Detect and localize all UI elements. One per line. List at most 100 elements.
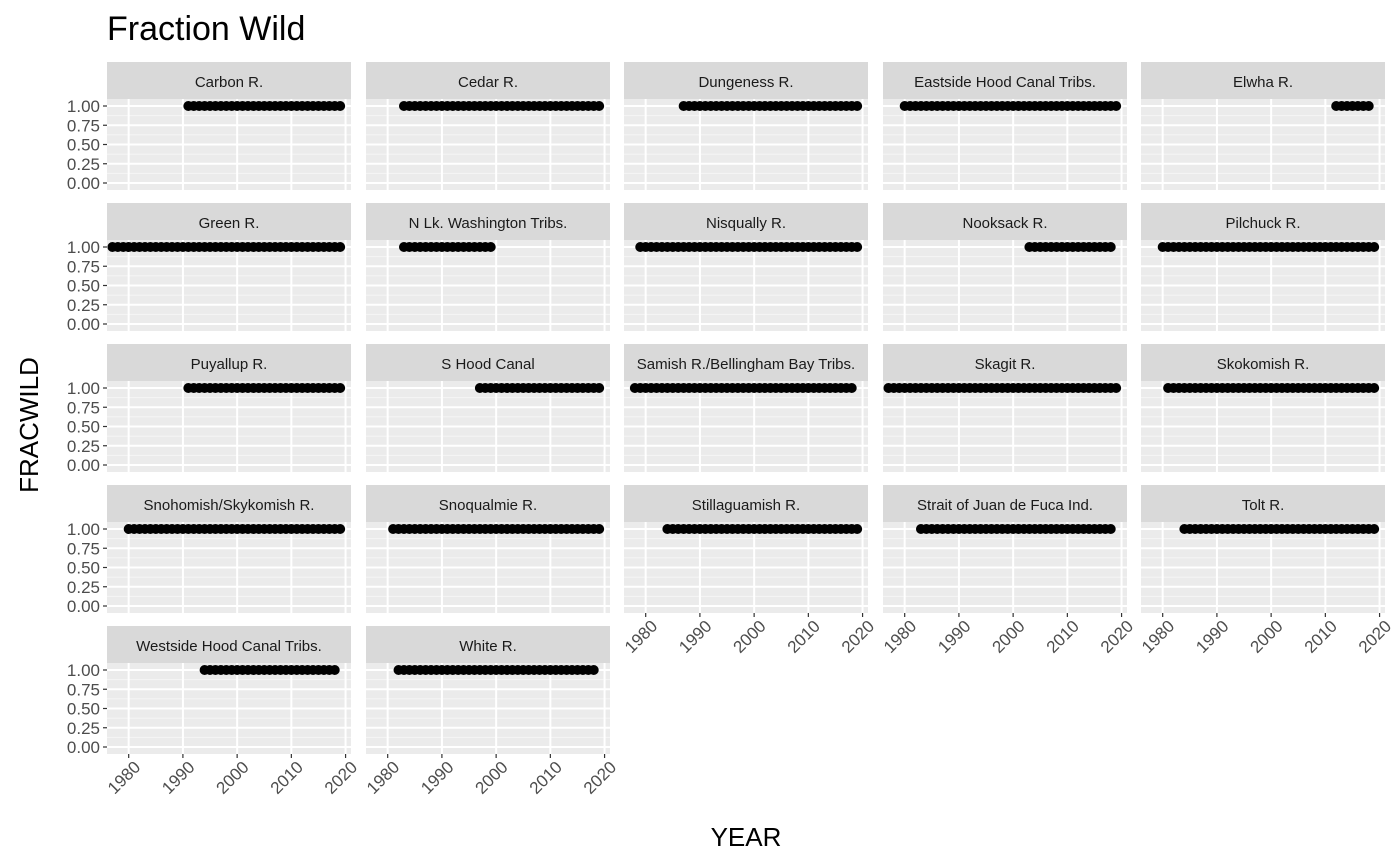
- y-tick-label: 0.75: [67, 398, 100, 417]
- y-tick-label: 0.50: [67, 418, 100, 437]
- facet-strip-label: Dungeness R.: [698, 74, 793, 91]
- facet-panel-snohomish-skykomish-r: Snohomish/Skykomish R. 0.000.250.500.751.…: [67, 485, 351, 616]
- facet-strip: [883, 485, 1127, 522]
- x-tick-label: 1990: [1192, 617, 1232, 657]
- facet-strip: [1141, 203, 1385, 240]
- data-point: [335, 242, 346, 252]
- facet-strip-label: Stillaguamish R.: [692, 497, 800, 514]
- y-tick-label: 0.25: [67, 296, 100, 315]
- facet-strip: [366, 344, 610, 381]
- y-tick-label: 0.25: [67, 719, 100, 738]
- facet-strip-label: Skagit R.: [975, 356, 1036, 373]
- facet-strip-label: Puyallup R.: [191, 356, 268, 373]
- x-tick-label: 1980: [104, 758, 144, 798]
- facet-panel-s-hood-canal: S Hood Canal: [366, 344, 610, 472]
- x-tick-label: 2020: [321, 758, 361, 798]
- y-axis-label: FRACWILD: [14, 357, 44, 493]
- facet-panel-strait-of-juan-de-fuca-ind: Strait of Juan de Fuca Ind. 1980 1990 2000 2…: [880, 485, 1137, 657]
- facet-panel-white-r: White R. 1980 1990 2000 2010 2020: [363, 626, 620, 798]
- data-point: [1111, 101, 1122, 111]
- facet-strip-label: Elwha R.: [1233, 74, 1293, 91]
- data-point: [335, 101, 346, 111]
- y-tick-label: 0.25: [67, 155, 100, 174]
- facet-panel-puyallup-r: Puyallup R. 0.000.250.500.751.00: [67, 344, 351, 475]
- facet-strip-label: Snoqualmie R.: [439, 497, 537, 514]
- y-tick-label: 0.75: [67, 116, 100, 135]
- facet-panel-skagit-r: Skagit R.: [883, 344, 1127, 472]
- facet-strip: [107, 344, 351, 381]
- facet-strip: [366, 626, 610, 663]
- facet-strip-label: Carbon R.: [195, 74, 263, 91]
- x-tick-label: 2010: [784, 617, 824, 657]
- facet-strip: [366, 485, 610, 522]
- facet-strip-label: S Hood Canal: [441, 356, 534, 373]
- y-tick-label: 1.00: [67, 520, 100, 539]
- x-axis-label: YEAR: [711, 822, 782, 852]
- x-tick-label: 2000: [730, 617, 770, 657]
- y-tick-label: 1.00: [67, 661, 100, 680]
- y-tick-label: 0.75: [67, 680, 100, 699]
- y-tick-label: 0.50: [67, 136, 100, 155]
- y-tick-label: 0.50: [67, 559, 100, 578]
- facet-panel-snoqualmie-r: Snoqualmie R.: [366, 485, 610, 613]
- data-point: [1105, 524, 1116, 534]
- data-point: [1369, 524, 1380, 534]
- facet-panel-tolt-r: Tolt R. 1980 1990 2000 2010 2020: [1138, 485, 1395, 657]
- facet-strip-label: Strait of Juan de Fuca Ind.: [917, 497, 1093, 514]
- x-tick-label: 2000: [989, 617, 1029, 657]
- facet-strip: [624, 62, 868, 99]
- facet-strip: [883, 344, 1127, 381]
- y-tick-label: 0.75: [67, 257, 100, 276]
- y-tick-label: 0.00: [67, 174, 100, 193]
- data-point: [485, 242, 496, 252]
- facet-panel-pilchuck-r: Pilchuck R.: [1141, 203, 1385, 331]
- x-tick-label: 1980: [621, 617, 661, 657]
- facet-strip: [883, 203, 1127, 240]
- data-point: [594, 101, 605, 111]
- facet-panel-eastside-hood-canal-tribs: Eastside Hood Canal Tribs.: [883, 62, 1127, 190]
- facet-panel-dungeness-r: Dungeness R.: [624, 62, 868, 190]
- data-point: [1105, 242, 1116, 252]
- x-tick-label: 1980: [1138, 617, 1178, 657]
- facet-strip: [1141, 344, 1385, 381]
- y-tick-label: 1.00: [67, 238, 100, 257]
- facet-strip: [624, 344, 868, 381]
- data-point: [852, 242, 863, 252]
- data-point: [1369, 383, 1380, 393]
- facet-strip: [1141, 62, 1385, 99]
- facet-strip: [624, 203, 868, 240]
- facet-strip-label: Westside Hood Canal Tribs.: [136, 638, 322, 655]
- facet-strip-label: Eastside Hood Canal Tribs.: [914, 74, 1096, 91]
- facet-strip: [366, 62, 610, 99]
- facet-panel-nisqually-r: Nisqually R.: [624, 203, 868, 331]
- facet-panel-elwha-r: Elwha R.: [1141, 62, 1385, 190]
- x-tick-label: 2020: [838, 617, 878, 657]
- facet-strip: [107, 485, 351, 522]
- facet-strip-label: Pilchuck R.: [1225, 215, 1300, 232]
- y-tick-label: 0.75: [67, 539, 100, 558]
- y-tick-label: 0.00: [67, 597, 100, 616]
- facet-strip: [1141, 485, 1385, 522]
- data-point: [594, 383, 605, 393]
- data-point: [329, 665, 340, 675]
- x-tick-label: 2010: [526, 758, 566, 798]
- y-tick-label: 0.50: [67, 700, 100, 719]
- x-tick-label: 2020: [580, 758, 620, 798]
- facet-strip-label: Tolt R.: [1242, 497, 1285, 514]
- data-point: [335, 383, 346, 393]
- facet-strip: [107, 203, 351, 240]
- facet-panel-green-r: Green R. 0.000.250.500.751.00: [67, 203, 351, 334]
- facet-strip-label: White R.: [459, 638, 517, 655]
- facet-strip: [107, 626, 351, 663]
- y-tick-label: 0.00: [67, 738, 100, 757]
- x-tick-label: 2000: [1247, 617, 1287, 657]
- facet-strip-label: Nooksack R.: [962, 215, 1047, 232]
- facet-panel-samish-r-bellingham-bay-tribs: Samish R./Bellingham Bay Tribs.: [624, 344, 868, 472]
- facet-panel-carbon-r: Carbon R. 0.000.250.500.751.00: [67, 62, 351, 193]
- x-tick-label: 2000: [472, 758, 512, 798]
- data-point: [588, 665, 599, 675]
- facet-strip-label: Skokomish R.: [1217, 356, 1310, 373]
- data-point: [1111, 383, 1122, 393]
- facet-strip-label: Cedar R.: [458, 74, 518, 91]
